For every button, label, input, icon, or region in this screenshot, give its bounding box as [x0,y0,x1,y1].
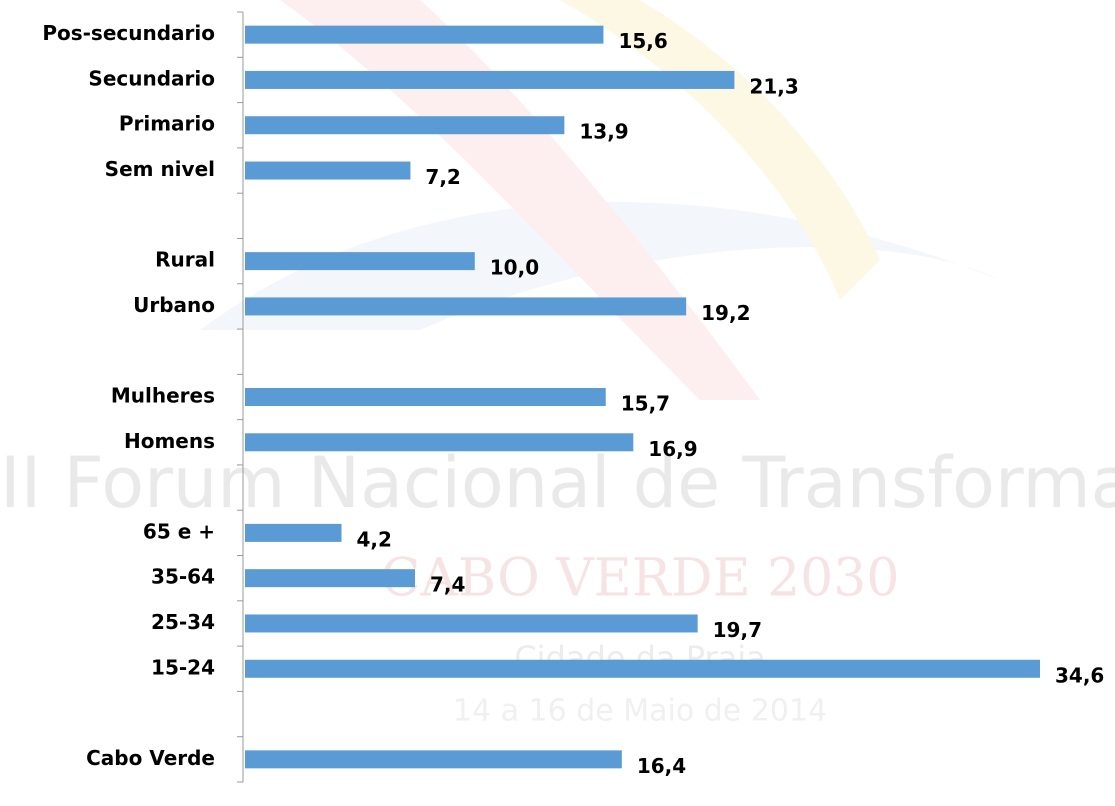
category-label: Cabo Verde [86,746,215,770]
bar [245,116,565,135]
value-label: 7,4 [430,573,465,597]
category-label: 65 e + [143,519,215,543]
bar [245,252,475,271]
category-label: Urbano [133,293,215,317]
value-label: 7,2 [425,165,460,189]
bg-event: II Forum Nacional de Transforma [0,442,1115,524]
bar [245,161,411,180]
value-label: 4,2 [357,527,392,551]
bar [245,750,622,769]
category-label: Pos-secundario [42,21,215,45]
bar [245,388,606,406]
category-label: Secundario [88,66,215,90]
bar [245,569,416,588]
bar [245,614,698,633]
category-label: Primario [119,112,215,136]
value-label: 13,9 [579,120,628,144]
value-label: 19,2 [701,301,750,325]
bar [245,25,604,44]
bar [245,659,1040,678]
value-label: 19,7 [713,618,762,642]
bar [245,70,735,89]
category-label: Homens [124,429,215,453]
value-label: 15,6 [618,29,667,53]
bar [245,523,342,542]
category-label: Sem nivel [105,157,215,181]
category-label: Mulheres [111,384,215,408]
bg-slogan: CABO VERDE 2030 [381,549,900,609]
bg-swoosh [560,0,880,300]
category-label: Rural [155,248,215,272]
category-label: 25-34 [151,610,215,634]
value-label: 10,0 [490,256,539,280]
category-label: 35-64 [151,565,215,589]
value-label: 16,9 [648,437,697,461]
category-label: 15-24 [151,655,215,679]
bar [245,297,687,316]
value-label: 34,6 [1055,663,1104,687]
value-label: 15,7 [621,392,670,416]
bar [245,433,634,452]
bg-dates: 14 a 16 de Maio de 2014 [453,694,827,729]
value-label: 21,3 [749,74,798,98]
value-label: 16,4 [637,754,686,778]
